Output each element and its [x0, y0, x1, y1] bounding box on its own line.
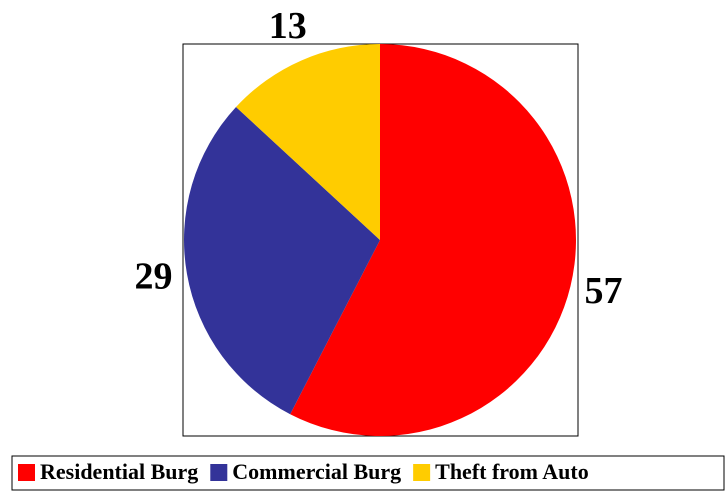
value-label: 13 — [269, 5, 307, 47]
pie-slice — [290, 44, 576, 436]
value-label: 57 — [585, 270, 623, 312]
legend-swatch — [413, 464, 431, 481]
value-label: 29 — [134, 256, 172, 298]
legend-swatch — [210, 464, 228, 481]
legend-swatch — [18, 464, 35, 481]
legend-box — [11, 455, 725, 491]
legend-label: Residential Burg — [40, 459, 198, 484]
pie-slice — [236, 44, 380, 240]
legend-label: Theft from Auto — [435, 459, 589, 484]
legend-label: Commercial Burg — [232, 459, 401, 484]
pie-slice — [183, 107, 380, 415]
